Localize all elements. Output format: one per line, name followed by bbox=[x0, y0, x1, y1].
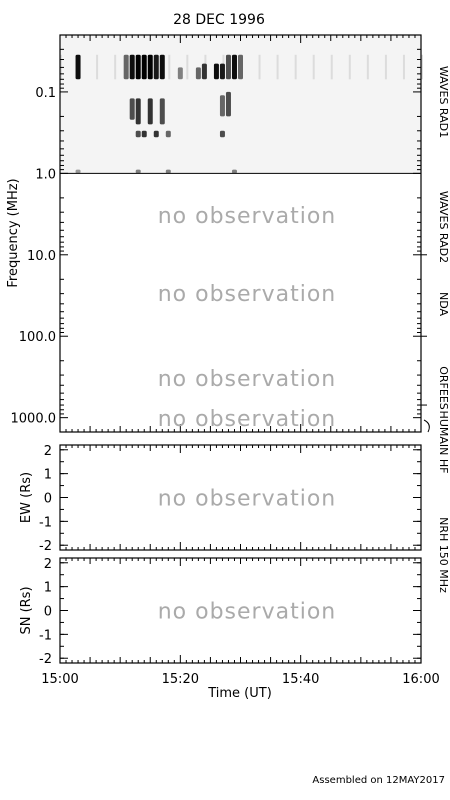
instrument-label-nda: NDA bbox=[437, 292, 450, 317]
burst bbox=[219, 130, 225, 138]
y-tick-label: 1.0 bbox=[35, 167, 56, 182]
ew-ticks: 2 1 0 -1 -2 bbox=[39, 444, 422, 554]
background-striation bbox=[330, 54, 333, 80]
no-observation-label: no observation bbox=[158, 407, 337, 432]
background-striation bbox=[96, 54, 99, 80]
burst bbox=[159, 98, 165, 125]
background-striation bbox=[276, 54, 279, 80]
background-striation bbox=[258, 54, 261, 80]
ew-no-observation: no observation bbox=[158, 487, 337, 512]
y-tick-label: -2 bbox=[39, 652, 52, 667]
burst bbox=[201, 63, 207, 80]
spectrum-ticks: 0.1 1.0 10.0 100.0 1000.0 bbox=[11, 34, 427, 432]
chart-title: 28 DEC 1996 bbox=[173, 12, 265, 28]
instrument-label-humain-hf: HUMAIN HF bbox=[437, 411, 450, 474]
burst bbox=[177, 67, 183, 80]
y-tick-label: -2 bbox=[39, 539, 52, 554]
background-striation bbox=[384, 54, 387, 80]
burst bbox=[147, 54, 153, 80]
frequency-axis-label: Frequency (MHz) bbox=[6, 178, 21, 287]
no-observation-label: no observation bbox=[158, 282, 337, 307]
burst bbox=[165, 169, 171, 174]
assembled-footer: Assembled on 12MAY2017 bbox=[312, 775, 445, 786]
y-tick-label: 2 bbox=[44, 557, 52, 572]
background-striation bbox=[294, 54, 297, 80]
ew-panel: 2 1 0 -1 -2 no observation EW (Rs) bbox=[19, 444, 422, 554]
no-observation-label: no observation bbox=[158, 204, 337, 229]
burst bbox=[147, 98, 153, 125]
y-tick-label: 0 bbox=[44, 492, 52, 507]
burst bbox=[225, 54, 231, 80]
spectrum-no-observation-labels: no observation no observation no observati… bbox=[158, 204, 337, 432]
sn-no-observation: no observation bbox=[158, 600, 337, 625]
time-axis-label: Time (UT) bbox=[207, 686, 272, 701]
background-striation bbox=[168, 54, 171, 80]
burst bbox=[123, 54, 129, 80]
x-tick-label: 16:00 bbox=[402, 672, 439, 687]
y-tick-label: -1 bbox=[39, 628, 52, 643]
background-striation bbox=[114, 54, 117, 80]
y-tick-label: 2 bbox=[44, 444, 52, 459]
burst bbox=[75, 54, 81, 80]
burst bbox=[195, 67, 201, 80]
burst bbox=[231, 54, 237, 80]
y-tick-label: 0.1 bbox=[35, 86, 56, 101]
background-striation bbox=[402, 54, 405, 80]
background-striation bbox=[348, 54, 351, 80]
burst bbox=[219, 63, 225, 80]
x-tick-label: 15:40 bbox=[282, 672, 319, 687]
sn-axis-label: SN (Rs) bbox=[19, 586, 34, 634]
burst bbox=[129, 98, 135, 120]
instrument-label-orfees: ORFEES bbox=[437, 366, 450, 410]
burst bbox=[219, 95, 225, 117]
instrument-label-waves-rad2: WAVES RAD2 bbox=[437, 191, 450, 263]
burst bbox=[135, 169, 141, 174]
burst bbox=[135, 98, 141, 125]
background-striation bbox=[312, 54, 315, 80]
burst bbox=[153, 130, 159, 138]
burst bbox=[141, 54, 147, 80]
no-observation-label: no observation bbox=[158, 367, 337, 392]
burst bbox=[75, 169, 81, 174]
burst bbox=[238, 54, 243, 80]
burst bbox=[141, 130, 147, 138]
y-tick-label: 1000.0 bbox=[11, 412, 57, 427]
y-tick-label: 0 bbox=[44, 605, 52, 620]
x-tick-label: 15:20 bbox=[162, 672, 199, 687]
background-striation bbox=[421, 54, 423, 80]
brace-mark bbox=[423, 419, 430, 433]
burst bbox=[129, 54, 135, 80]
burst bbox=[135, 130, 141, 138]
y-tick-label: 1 bbox=[44, 468, 52, 483]
sn-panel: 2 1 0 -1 -2 15:00 15:20 15:40 16:00 no observati… bbox=[19, 557, 440, 701]
y-tick-label: -1 bbox=[39, 515, 52, 530]
instrument-label-waves-rad1: WAVES RAD1 bbox=[437, 66, 450, 138]
burst bbox=[153, 54, 159, 80]
burst-layer bbox=[60, 35, 423, 174]
y-tick-label: 1 bbox=[44, 581, 52, 596]
sn-ticks: 2 1 0 -1 -2 15:00 15:20 15:40 16:00 bbox=[39, 557, 440, 687]
burst bbox=[231, 169, 237, 174]
burst bbox=[213, 63, 219, 80]
y-tick-label: 10.0 bbox=[27, 249, 56, 264]
burst bbox=[135, 54, 141, 80]
background-striation bbox=[366, 54, 369, 80]
ew-axis-label: EW (Rs) bbox=[19, 472, 34, 523]
x-tick-label: 15:00 bbox=[41, 672, 78, 687]
instrument-label-nrh: NRH 150 MHz bbox=[437, 517, 450, 593]
burst bbox=[165, 130, 171, 138]
y-tick-label: 100.0 bbox=[19, 330, 56, 345]
background-striation bbox=[186, 54, 189, 80]
burst bbox=[159, 54, 165, 80]
burst bbox=[225, 91, 231, 117]
